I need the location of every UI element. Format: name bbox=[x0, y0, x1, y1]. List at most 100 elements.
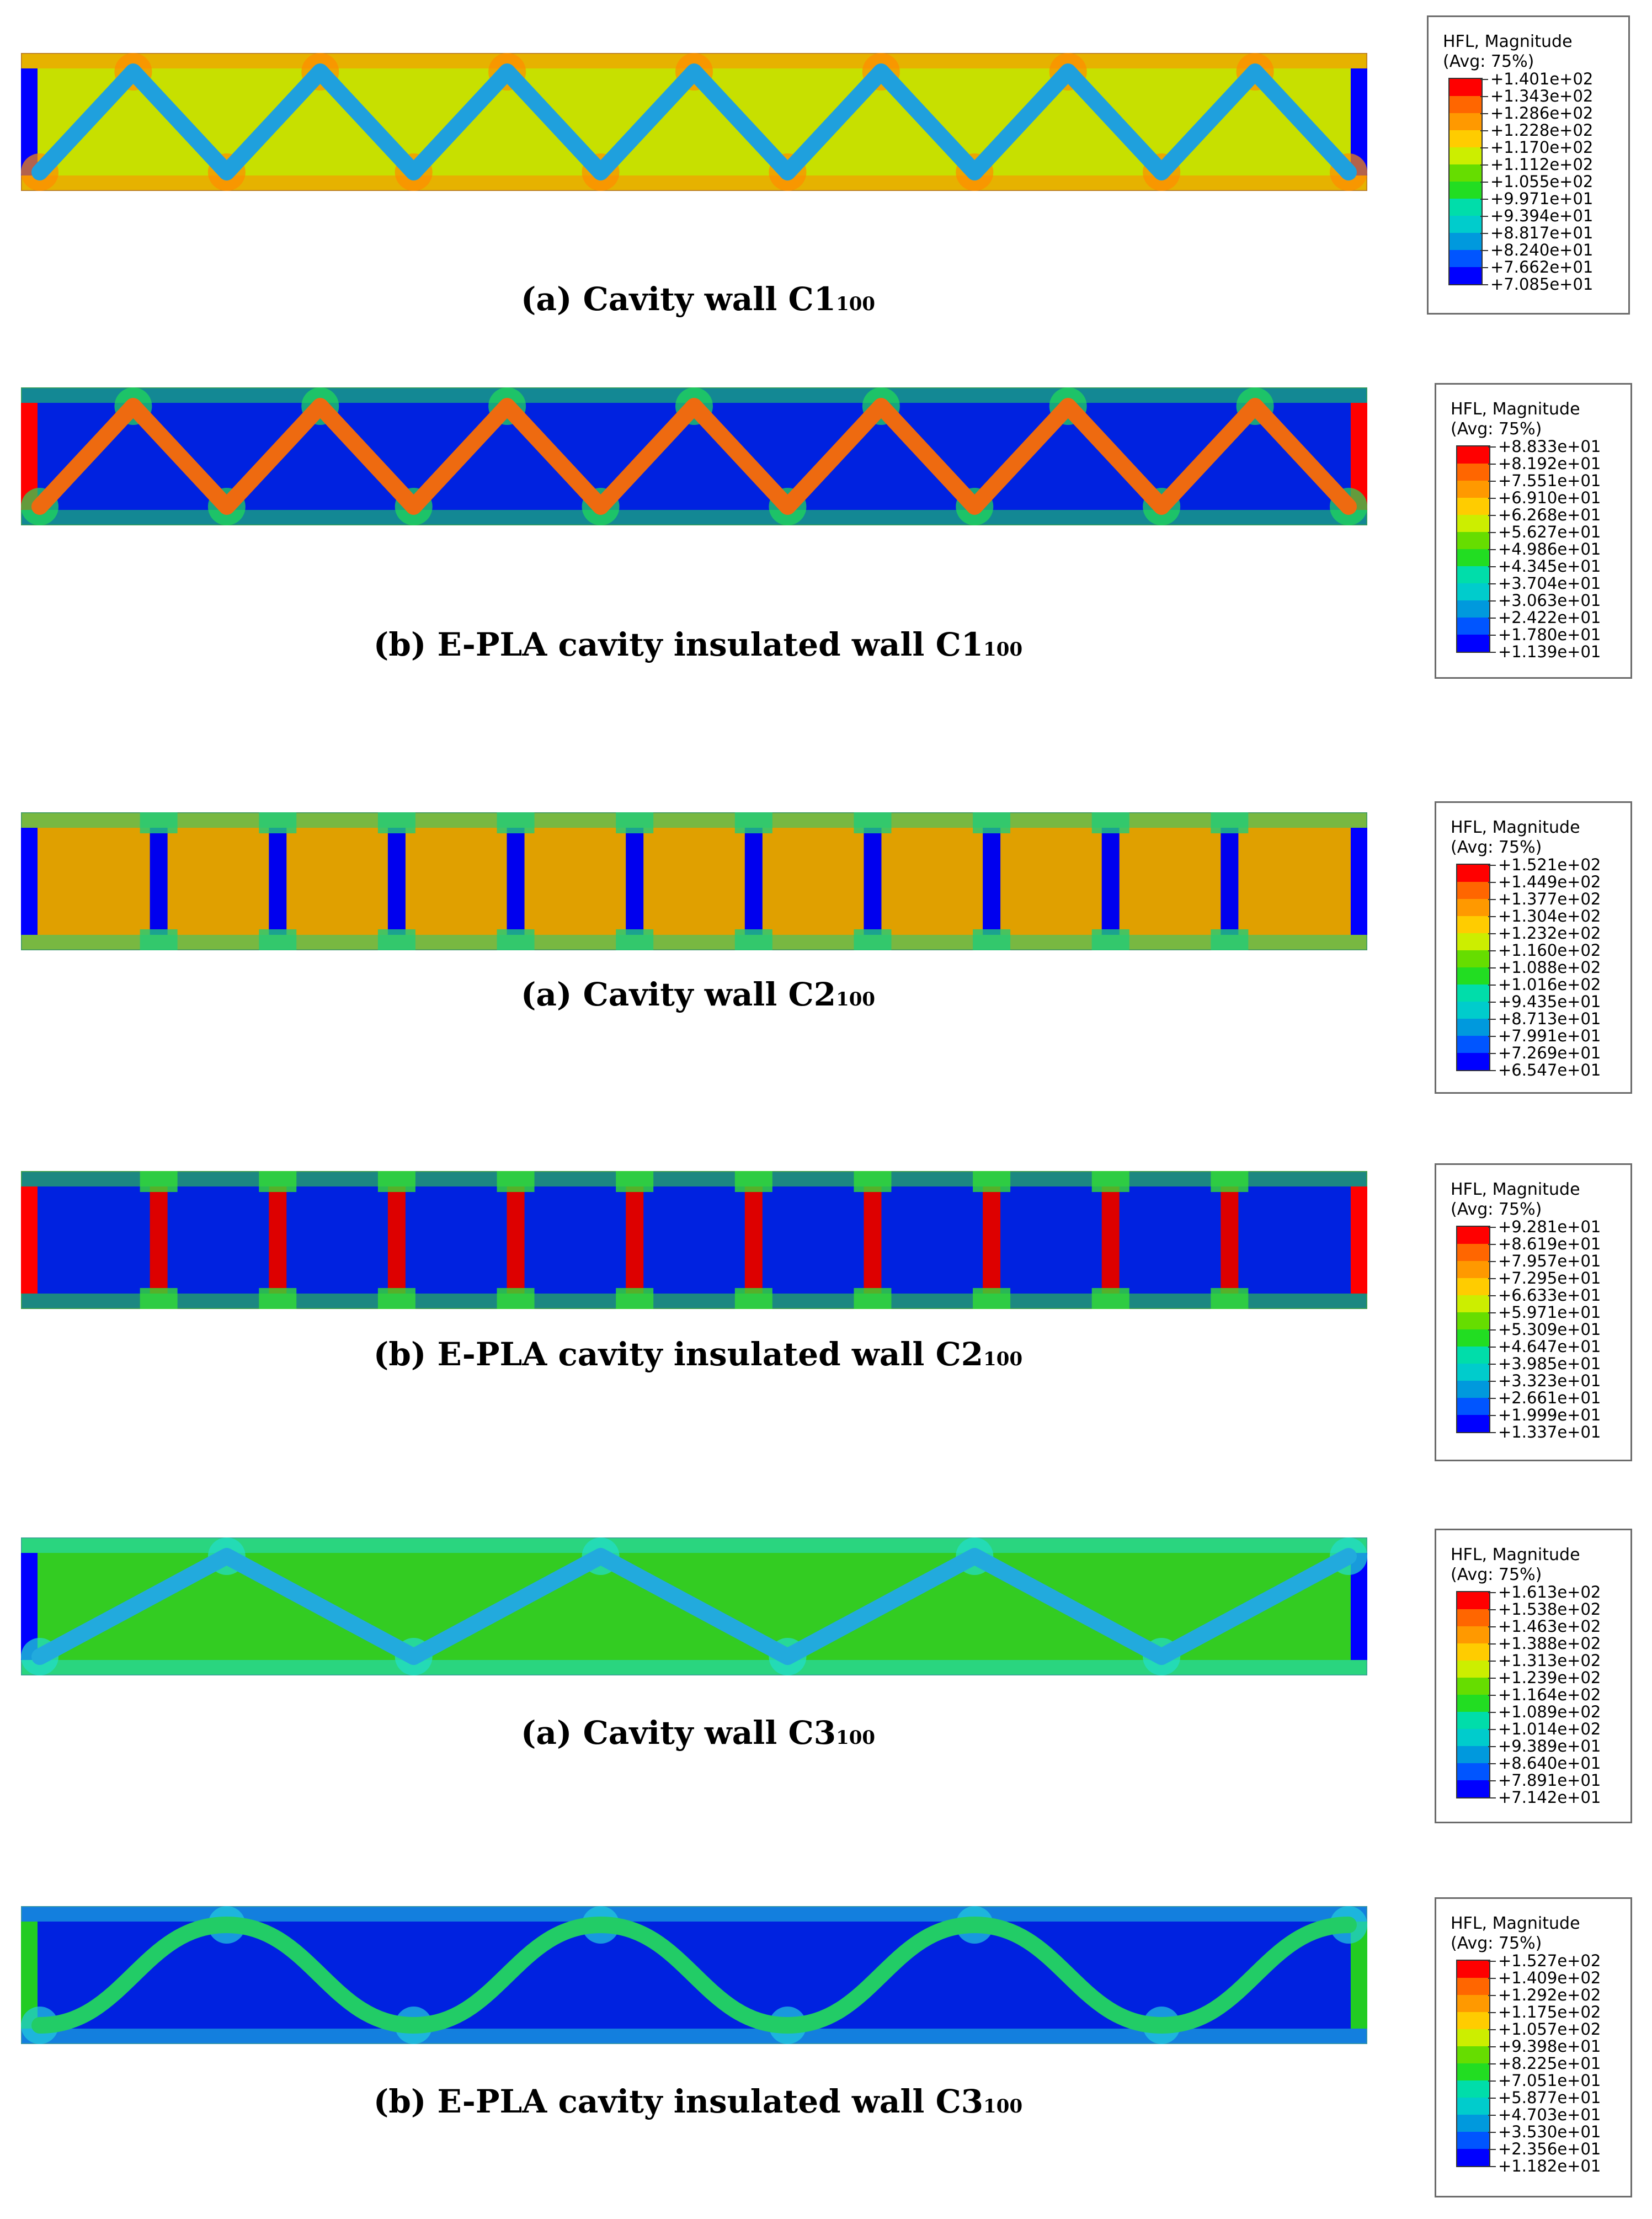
legend-tick bbox=[1488, 618, 1496, 619]
legend-value: +1.016e+02 bbox=[1498, 975, 1601, 994]
legend-averaging: (Avg: 75%) bbox=[1451, 838, 1542, 857]
legend-tick bbox=[1488, 1415, 1496, 1416]
legend-swatch bbox=[1457, 1244, 1489, 1261]
wall-section-svg bbox=[21, 387, 1367, 525]
legend-swatch bbox=[1457, 1592, 1489, 1609]
legend-swatch bbox=[1450, 113, 1482, 130]
legend-tick bbox=[1488, 1070, 1496, 1071]
legend-tick bbox=[1488, 2029, 1496, 2030]
legend-swatch bbox=[1457, 1381, 1489, 1398]
legend-swatch bbox=[1457, 1763, 1489, 1780]
legend-swatch bbox=[1457, 1995, 1489, 2012]
web-node bbox=[1211, 929, 1249, 950]
legend-tick bbox=[1488, 600, 1496, 602]
heat-flux-contour-plot bbox=[21, 1171, 1367, 1309]
legend-tick bbox=[1488, 2149, 1496, 2150]
web-strut bbox=[864, 1186, 882, 1294]
legend-value: +5.877e+01 bbox=[1498, 2088, 1601, 2107]
legend-value: +7.891e+01 bbox=[1498, 1771, 1601, 1790]
legend-swatch bbox=[1457, 2012, 1489, 2029]
legend-value: +3.063e+01 bbox=[1498, 591, 1601, 610]
legend-averaging: (Avg: 75%) bbox=[1451, 1565, 1542, 1584]
legend-swatch bbox=[1457, 1961, 1489, 1978]
legend-tick bbox=[1480, 284, 1488, 285]
legend-tick bbox=[1488, 1712, 1496, 1713]
legend-tick bbox=[1480, 164, 1488, 166]
legend-value: +7.295e+01 bbox=[1498, 1269, 1601, 1287]
color-legend: HFL, Magnitude (Avg: 75%) +1.401e+02 +1.343… bbox=[1427, 15, 1630, 315]
legend-value: +5.971e+01 bbox=[1498, 1303, 1601, 1322]
legend-tick bbox=[1488, 1278, 1496, 1279]
legend-swatch bbox=[1450, 147, 1482, 164]
web-node bbox=[616, 1171, 654, 1192]
web-node bbox=[497, 1288, 535, 1309]
legend-value: +1.337e+01 bbox=[1498, 1423, 1601, 1441]
legend-value: +1.088e+02 bbox=[1498, 958, 1601, 977]
legend-value: +2.356e+01 bbox=[1498, 2140, 1601, 2158]
legend-tick bbox=[1488, 2046, 1496, 2047]
end-plate-right bbox=[1351, 1186, 1367, 1294]
end-plate-right bbox=[1351, 828, 1367, 935]
web-node bbox=[1091, 1171, 1129, 1192]
legend-tick bbox=[1480, 267, 1488, 268]
legend-tick bbox=[1488, 652, 1496, 653]
legend-swatch bbox=[1457, 985, 1489, 1002]
legend-swatch bbox=[1457, 1053, 1489, 1070]
legend-tick bbox=[1488, 1364, 1496, 1365]
legend-value: +1.160e+02 bbox=[1498, 941, 1601, 960]
legend-swatch bbox=[1457, 549, 1489, 566]
web-node bbox=[140, 812, 178, 833]
web-strut bbox=[864, 828, 882, 935]
legend-tick bbox=[1480, 233, 1488, 234]
legend-swatch bbox=[1457, 2098, 1489, 2115]
legend-value: +1.313e+02 bbox=[1498, 1651, 1601, 1670]
figure-caption: (b) E-PLA cavity insulated wall C3100 bbox=[373, 2083, 1023, 2120]
legend-tick bbox=[1488, 899, 1496, 900]
legend-value: +6.268e+01 bbox=[1498, 505, 1601, 524]
legend-tick bbox=[1488, 1661, 1496, 1662]
web-node bbox=[377, 1288, 415, 1309]
legend-swatch bbox=[1457, 1261, 1489, 1278]
end-plate-left bbox=[21, 828, 38, 935]
legend-averaging: (Avg: 75%) bbox=[1451, 1200, 1542, 1219]
legend-value: +1.388e+02 bbox=[1498, 1634, 1601, 1653]
legend-value: +6.547e+01 bbox=[1498, 1061, 1601, 1079]
legend-tick bbox=[1488, 515, 1496, 516]
legend-value: +8.833e+01 bbox=[1498, 437, 1601, 456]
legend-swatch bbox=[1450, 267, 1482, 284]
legend-tick bbox=[1488, 566, 1496, 567]
legend-swatch bbox=[1457, 1347, 1489, 1364]
legend-value: +2.661e+01 bbox=[1498, 1388, 1601, 1407]
legend-tick bbox=[1488, 1729, 1496, 1730]
legend-tick bbox=[1488, 2166, 1496, 2167]
figure-caption: (b) E-PLA cavity insulated wall C2100 bbox=[373, 1335, 1023, 1373]
legend-value: +1.463e+02 bbox=[1498, 1617, 1601, 1636]
legend-tick bbox=[1488, 1381, 1496, 1382]
legend-swatch bbox=[1457, 2063, 1489, 2080]
web-node bbox=[616, 929, 654, 950]
wall-section-svg bbox=[21, 812, 1367, 950]
web-node bbox=[259, 812, 297, 833]
legend-swatch bbox=[1457, 1398, 1489, 1415]
legend-swatch bbox=[1457, 1978, 1489, 1995]
legend-value: +7.085e+01 bbox=[1490, 275, 1594, 294]
web-strut bbox=[1101, 828, 1120, 935]
legend-swatch bbox=[1450, 182, 1482, 199]
legend-swatch bbox=[1450, 130, 1482, 147]
legend-swatch bbox=[1457, 916, 1489, 933]
web-strut bbox=[744, 828, 763, 935]
legend-value: +7.269e+01 bbox=[1498, 1044, 1601, 1062]
legend-averaging: (Avg: 75%) bbox=[1443, 52, 1534, 71]
web-strut bbox=[31, 1917, 1357, 2034]
legend-color-bar bbox=[1456, 1960, 1490, 2167]
legend-swatch bbox=[1457, 1678, 1489, 1695]
legend-value: +7.991e+01 bbox=[1498, 1026, 1601, 1045]
legend-title: HFL, Magnitude bbox=[1451, 400, 1580, 419]
inner-face-shell bbox=[21, 935, 1367, 950]
legend-value: +1.292e+02 bbox=[1498, 1986, 1601, 2004]
legend-swatch bbox=[1457, 2149, 1489, 2166]
legend-tick bbox=[1488, 2098, 1496, 2099]
legend-tick bbox=[1488, 1609, 1496, 1610]
legend-tick bbox=[1488, 446, 1496, 448]
figure-caption: (a) Cavity wall C2100 bbox=[520, 976, 876, 1013]
